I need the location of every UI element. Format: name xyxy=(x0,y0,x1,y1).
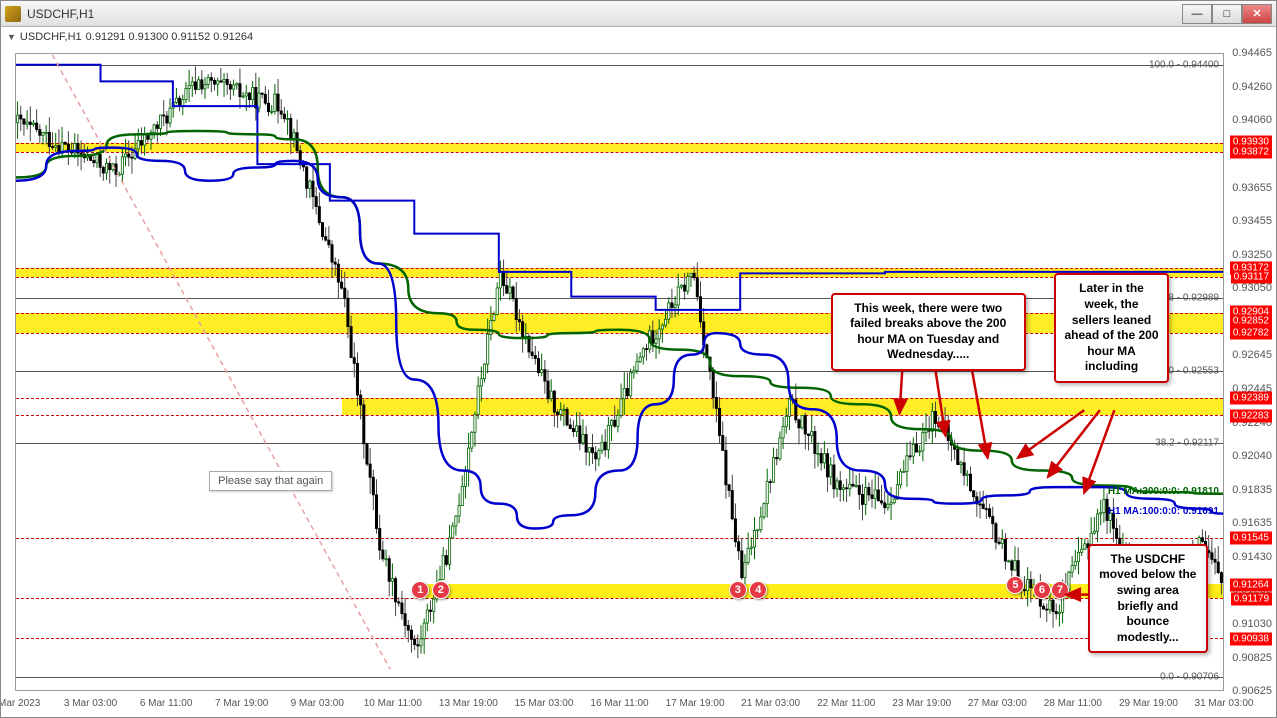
x-tick: 6 Mar 11:00 xyxy=(140,698,193,709)
x-tick: 23 Mar 19:00 xyxy=(892,698,951,709)
chart-marker: 4 xyxy=(749,581,767,599)
window-controls: — □ ✕ xyxy=(1182,4,1272,24)
dropdown-icon[interactable]: ▼ xyxy=(7,32,16,42)
close-button[interactable]: ✕ xyxy=(1242,4,1272,24)
chart-marker: 1 xyxy=(411,581,429,599)
x-tick: 29 Mar 19:00 xyxy=(1119,698,1178,709)
y-axis: 0.906250.908250.910300.912300.914300.916… xyxy=(1224,53,1276,691)
x-tick: 3 Mar 03:00 xyxy=(64,698,117,709)
price-tag: 0.92283 xyxy=(1230,409,1272,422)
chart-marker: 5 xyxy=(1006,576,1024,594)
chart-marker: 2 xyxy=(432,581,450,599)
chart-subtitle: ▼ USDCHF,H1 0.91291 0.91300 0.91152 0.91… xyxy=(7,31,253,43)
y-tick: 0.92040 xyxy=(1232,450,1272,462)
x-tick: 16 Mar 11:00 xyxy=(590,698,648,709)
y-tick: 0.91635 xyxy=(1232,517,1272,529)
x-tick: 17 Mar 19:00 xyxy=(666,698,725,709)
y-tick: 0.94060 xyxy=(1232,114,1272,126)
y-tick: 0.93050 xyxy=(1232,282,1272,294)
callout-note: Please say that again xyxy=(209,471,332,491)
price-tag: 0.92782 xyxy=(1230,326,1272,339)
price-tag: 0.92389 xyxy=(1230,391,1272,404)
symbol-label: USDCHF,H1 xyxy=(20,31,82,43)
chart-marker: 6 xyxy=(1033,581,1051,599)
price-tag: 0.90938 xyxy=(1230,632,1272,645)
y-tick: 0.91430 xyxy=(1232,551,1272,563)
price-tag: 0.93117 xyxy=(1231,270,1272,283)
x-tick: 15 Mar 03:00 xyxy=(514,698,573,709)
y-tick: 0.92645 xyxy=(1232,349,1272,361)
ohlc-label: 0.91291 0.91300 0.91152 0.91264 xyxy=(86,31,253,43)
annotation-a1: This week, there were two failed breaks … xyxy=(831,293,1026,371)
annotation-a2: Later in the week, the sellers leaned ah… xyxy=(1054,273,1169,383)
x-axis: 1 Mar 20233 Mar 03:006 Mar 11:007 Mar 19… xyxy=(15,691,1224,717)
price-tag: 0.91264 xyxy=(1230,578,1272,591)
x-tick: 13 Mar 19:00 xyxy=(439,698,498,709)
x-tick: 31 Mar 03:00 xyxy=(1195,698,1254,709)
fib-label: 100.0 - 0.94400 xyxy=(1149,59,1219,70)
window-title: USDCHF,H1 xyxy=(27,7,1182,21)
fib-label: 38.2 - 0.92117 xyxy=(1155,437,1219,448)
y-tick: 0.94260 xyxy=(1232,81,1272,93)
price-tag: 0.91179 xyxy=(1231,592,1272,605)
y-tick: 0.93655 xyxy=(1232,182,1272,194)
price-tag: 0.91545 xyxy=(1230,532,1272,545)
chart-area: ▼ USDCHF,H1 0.91291 0.91300 0.91152 0.91… xyxy=(1,27,1276,717)
x-tick: 27 Mar 03:00 xyxy=(968,698,1027,709)
minimize-button[interactable]: — xyxy=(1182,4,1212,24)
maximize-button[interactable]: □ xyxy=(1212,4,1242,24)
y-tick: 0.90625 xyxy=(1232,685,1272,697)
price-tag: 0.93872 xyxy=(1230,145,1272,158)
fib-label: 0.0 - 0.90706 xyxy=(1160,671,1219,682)
x-tick: 28 Mar 11:00 xyxy=(1044,698,1102,709)
chart-marker: 7 xyxy=(1051,581,1069,599)
y-tick: 0.91030 xyxy=(1232,618,1272,630)
y-tick: 0.93455 xyxy=(1232,215,1272,227)
x-tick: 21 Mar 03:00 xyxy=(741,698,800,709)
ma-label: H1 MA:100:0:0: 0.91691 xyxy=(1108,506,1219,517)
y-tick: 0.93250 xyxy=(1232,249,1272,261)
chart-marker: 3 xyxy=(729,581,747,599)
annotation-a3: The USDCHF moved below the swing area br… xyxy=(1088,544,1208,654)
ma-label: H1 MA:200:0:0: 0.91810 xyxy=(1108,486,1219,497)
x-tick: 22 Mar 11:00 xyxy=(817,698,875,709)
x-tick: 9 Mar 03:00 xyxy=(291,698,344,709)
app-icon xyxy=(5,6,21,22)
y-tick: 0.90825 xyxy=(1232,652,1272,664)
title-bar[interactable]: USDCHF,H1 — □ ✕ xyxy=(1,1,1276,27)
x-tick: 10 Mar 11:00 xyxy=(364,698,422,709)
y-tick: 0.91835 xyxy=(1232,484,1272,496)
app-window: USDCHF,H1 — □ ✕ ▼ USDCHF,H1 0.91291 0.91… xyxy=(0,0,1277,718)
x-tick: 1 Mar 2023 xyxy=(0,698,40,709)
x-tick: 7 Mar 19:00 xyxy=(215,698,268,709)
price-plot[interactable]: 100.0 - 0.9440061.8 - 0.9298950.0 - 0.92… xyxy=(15,53,1224,691)
y-tick: 0.94465 xyxy=(1232,47,1272,59)
